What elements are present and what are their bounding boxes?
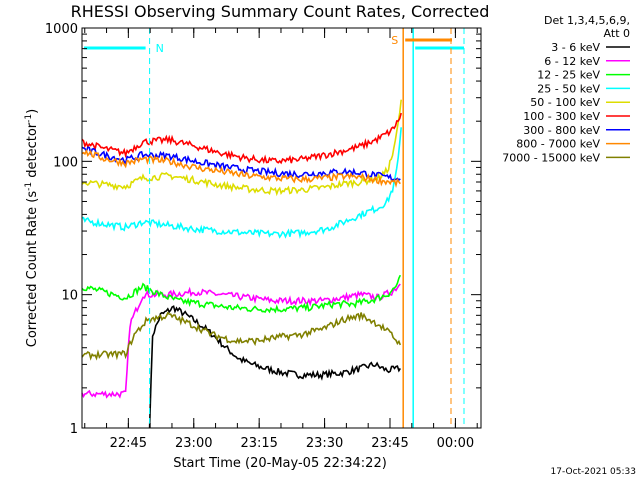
series-line-2 bbox=[81, 274, 402, 314]
series-line-8 bbox=[81, 311, 402, 361]
saa-marker-label: S bbox=[391, 34, 398, 47]
legend-entry-label: 50 - 100 keV bbox=[530, 96, 600, 109]
legend-entry-label: 300 - 800 keV bbox=[523, 124, 600, 137]
y-axis-label: Corrected Count Rate (s-1 detector-1) bbox=[24, 109, 40, 347]
legend-entry-label: 3 - 6 keV bbox=[551, 41, 600, 54]
legend-entry-label: 800 - 7000 keV bbox=[516, 138, 600, 151]
series-line-4 bbox=[81, 99, 402, 197]
legend-entry-label: 100 - 300 keV bbox=[523, 110, 600, 123]
y-tick-label: 10 bbox=[61, 289, 78, 304]
plot-frame bbox=[81, 27, 482, 429]
legend-entry-label: 12 - 25 keV bbox=[537, 69, 600, 82]
chart-title: RHESSI Observing Summary Count Rates, Co… bbox=[71, 2, 490, 21]
legend-header-attenuator: Att 0 bbox=[604, 27, 630, 40]
night-marker-label: N bbox=[156, 42, 164, 55]
series-line-7 bbox=[81, 148, 401, 189]
series-line-0 bbox=[148, 305, 401, 429]
y-axis-ticks: 1 10 100 1000 bbox=[45, 22, 481, 437]
x-tick-label: 00:00 bbox=[437, 436, 474, 451]
series-layer bbox=[81, 99, 402, 429]
series-line-3 bbox=[81, 127, 402, 240]
y-tick-label: 1 bbox=[70, 422, 78, 437]
event-markers: NS bbox=[84, 28, 465, 428]
y-tick-label: 100 bbox=[53, 155, 78, 170]
legend-entry-label: 25 - 50 keV bbox=[537, 82, 600, 95]
legend-header-detectors: Det 1,3,4,5,6,9, bbox=[544, 14, 630, 27]
x-axis-ticks: 22:45 23:00 23:15 23:30 23:45 00:00 bbox=[84, 28, 478, 451]
legend-entry-label: 6 - 12 keV bbox=[544, 55, 600, 68]
x-axis-label: Start Time (20-May-05 22:34:22) bbox=[173, 456, 387, 471]
series-line-5 bbox=[81, 112, 402, 165]
x-tick-label: 23:15 bbox=[240, 436, 277, 451]
x-tick-label: 23:45 bbox=[371, 436, 408, 451]
x-tick-label: 23:30 bbox=[306, 436, 343, 451]
legend-entry-label: 7000 - 15000 keV bbox=[502, 151, 600, 164]
series-line-1 bbox=[81, 283, 401, 399]
generation-timestamp: 17-Oct-2021 05:33 bbox=[551, 467, 636, 477]
x-tick-label: 23:00 bbox=[175, 436, 212, 451]
x-tick-label: 22:45 bbox=[110, 436, 147, 451]
y-tick-label: 1000 bbox=[45, 22, 78, 37]
